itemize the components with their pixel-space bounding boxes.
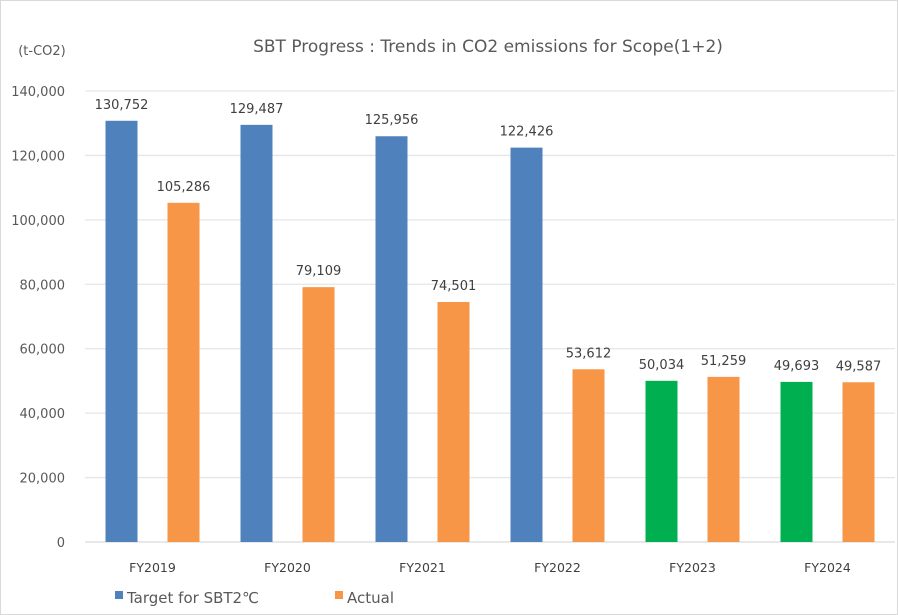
legend-swatch-actual (335, 591, 343, 599)
data-label: 49,693 (774, 359, 820, 374)
data-label: 50,034 (639, 358, 685, 373)
y-tick-label: 120,000 (11, 149, 65, 164)
bar-actual-fy2021 (437, 302, 470, 542)
data-label: 51,259 (701, 354, 747, 369)
y-tick-label: 20,000 (20, 472, 66, 487)
gridlines (85, 90, 895, 543)
data-label: 105,286 (157, 180, 211, 195)
chart-title: SBT Progress : Trends in CO2 emissions f… (253, 37, 723, 57)
data-label: 122,426 (500, 125, 554, 140)
legend-label-target: Target for SBT2℃ (126, 589, 259, 607)
data-label: 129,487 (230, 102, 284, 117)
legend: Target for SBT2℃ Actual (115, 589, 394, 607)
x-tick-label: FY2023 (669, 560, 716, 575)
bar-target-fy2023 (645, 380, 678, 542)
bars (105, 120, 875, 542)
data-label: 49,587 (836, 359, 882, 374)
data-label: 125,956 (365, 113, 419, 128)
x-axis-categories: FY2019 FY2020 FY2021 FY2022 FY2023 FY2024 (129, 560, 851, 575)
bar-target-fy2024 (780, 381, 813, 542)
bar-target-fy2019 (105, 120, 138, 542)
data-label: 74,501 (431, 279, 477, 294)
bar-target-fy2021 (375, 136, 408, 542)
bar-actual-fy2020 (302, 287, 335, 542)
y-tick-label: 40,000 (20, 407, 66, 422)
data-label: 130,752 (95, 98, 149, 113)
bar-actual-fy2019 (167, 202, 200, 542)
x-tick-label: FY2020 (264, 560, 311, 575)
bar-target-fy2020 (240, 124, 273, 542)
y-axis-unit-label: (t-CO2) (18, 44, 66, 59)
y-tick-label: 140,000 (11, 85, 65, 100)
y-tick-label: 80,000 (20, 278, 66, 293)
legend-swatch-target (115, 591, 123, 599)
x-tick-label: FY2021 (399, 560, 446, 575)
x-tick-label: FY2022 (534, 560, 581, 575)
bar-actual-fy2022 (572, 369, 605, 542)
data-label: 53,612 (566, 346, 612, 361)
bar-target-fy2022 (510, 147, 543, 542)
x-tick-label: FY2024 (804, 560, 851, 575)
data-labels: 130,752 105,286 129,487 79,109 125,956 74,501… (95, 98, 882, 374)
data-label: 79,109 (296, 264, 342, 279)
bar-actual-fy2024 (842, 382, 875, 542)
x-tick-label: FY2019 (129, 560, 176, 575)
y-tick-label: 0 (57, 536, 65, 551)
bar-actual-fy2023 (707, 376, 740, 542)
y-tick-label: 60,000 (20, 343, 66, 358)
y-axis-ticks: 0 20,000 40,000 60,000 80,000 100,000 120,000 1… (11, 85, 65, 551)
y-tick-label: 100,000 (11, 214, 65, 229)
legend-label-actual: Actual (347, 589, 394, 607)
